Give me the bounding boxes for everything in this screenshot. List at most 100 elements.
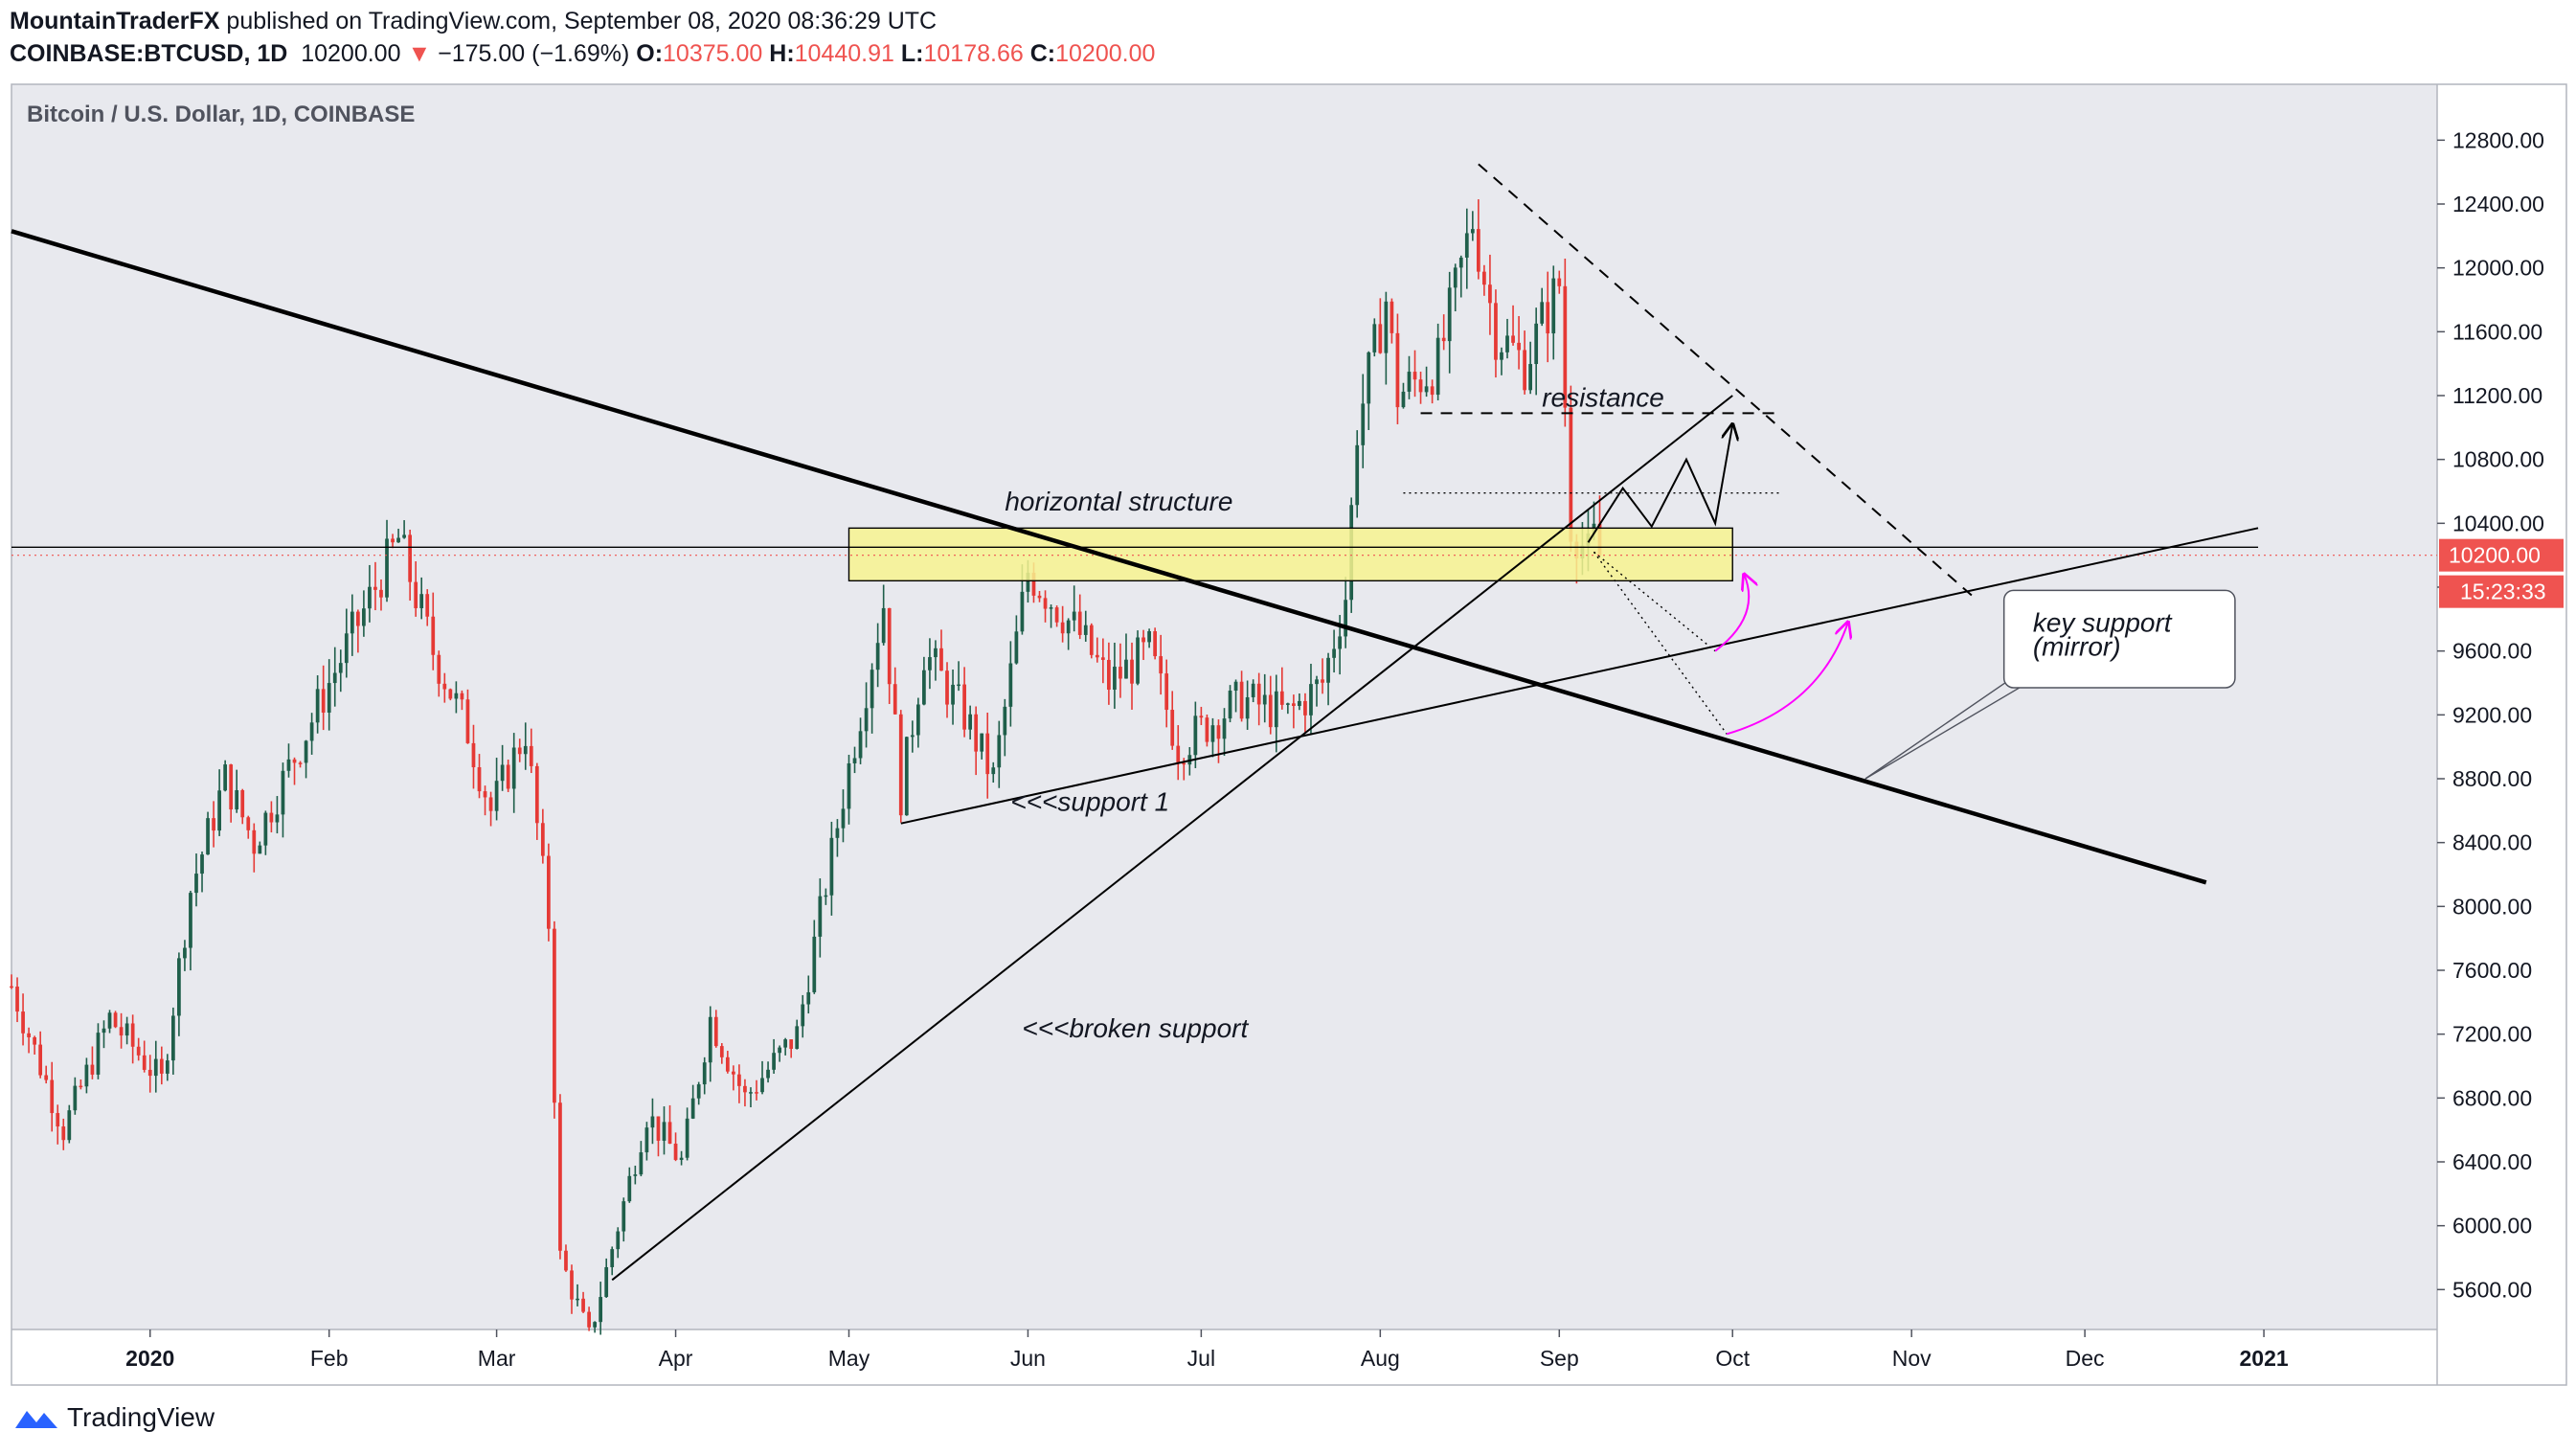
candle-body xyxy=(1441,337,1446,342)
candle-body xyxy=(1141,637,1145,643)
candle-body xyxy=(795,1026,800,1050)
candle-body xyxy=(558,1102,562,1251)
candle-body xyxy=(627,1175,632,1202)
candle-body xyxy=(96,1033,101,1075)
candle-body xyxy=(1378,324,1383,353)
candle-body xyxy=(1546,302,1550,334)
candle-body xyxy=(183,947,187,959)
candle-body xyxy=(610,1249,615,1267)
time-tick-label: Nov xyxy=(1892,1346,1932,1371)
time-tick-label: Sep xyxy=(1540,1346,1579,1371)
time-tick-label: Dec xyxy=(2066,1346,2105,1371)
candle-body xyxy=(119,1027,124,1036)
candle-body xyxy=(945,670,949,705)
candle-body xyxy=(824,895,828,897)
candle-body xyxy=(1528,364,1533,391)
candle-body xyxy=(252,829,257,854)
candle-body xyxy=(725,1056,730,1072)
candle-body xyxy=(483,791,487,798)
candle-body xyxy=(915,704,920,736)
candle-body xyxy=(1182,762,1186,765)
candle-body xyxy=(1199,716,1204,718)
descending-resistance-line xyxy=(1478,163,1977,600)
candle-body xyxy=(875,643,880,670)
candle-body xyxy=(1476,229,1480,272)
close-label: C: xyxy=(1029,40,1056,67)
resistance-label: resistance xyxy=(1542,383,1664,413)
candle-body xyxy=(1279,691,1284,705)
candle-body xyxy=(391,538,395,543)
candle-body xyxy=(165,1060,169,1074)
candle-body xyxy=(50,1079,55,1114)
broken-support-label: <<<broken support xyxy=(1022,1013,1249,1043)
candle-body xyxy=(662,1122,667,1141)
price-tick-label: 8000.00 xyxy=(2452,894,2532,919)
candle-body xyxy=(217,790,221,831)
candle-body xyxy=(385,538,389,598)
candle-body xyxy=(766,1069,770,1079)
annotations: horizontal structure resistance <<<support… xyxy=(1005,383,2236,1043)
candle-body xyxy=(974,714,979,752)
candle-body xyxy=(448,689,453,699)
candle-body xyxy=(1372,324,1377,352)
projection-zigzag-arrow xyxy=(1587,424,1732,543)
candle-body xyxy=(1233,681,1238,692)
candle-body xyxy=(275,814,280,823)
price-tick-label: 9200.00 xyxy=(2452,702,2532,727)
publisher-line: MountainTraderFX published on TradingVie… xyxy=(10,8,937,35)
price-tick-label: 6800.00 xyxy=(2452,1085,2532,1110)
candle-body xyxy=(189,893,192,948)
time-tick-label: Mar xyxy=(478,1346,516,1371)
candle-body xyxy=(425,594,430,617)
candle-body xyxy=(789,1039,794,1050)
candle-body xyxy=(1043,598,1048,609)
price-tick-label: 7200.00 xyxy=(2452,1022,2532,1047)
candle-body xyxy=(887,607,892,685)
candle-body xyxy=(1338,636,1342,649)
candle-body xyxy=(1113,667,1117,691)
candle-body xyxy=(1066,620,1071,634)
time-tick-label: Jun xyxy=(1010,1346,1046,1371)
candle-body xyxy=(1309,684,1313,716)
candle-body xyxy=(679,1157,684,1160)
candle-body xyxy=(223,764,228,791)
candle-body xyxy=(142,1055,147,1070)
candle-body xyxy=(829,837,834,896)
candle-body xyxy=(61,1126,66,1141)
candle-body xyxy=(708,1016,712,1063)
candle-body xyxy=(246,817,251,830)
candle-body xyxy=(910,735,915,738)
candle-body xyxy=(667,1122,672,1144)
symbol-label: COINBASE:BTCUSD, 1D xyxy=(10,40,288,67)
published-text: published on TradingView.com, September … xyxy=(226,8,938,34)
candle-body xyxy=(1014,631,1019,664)
open-value: 10375.00 xyxy=(663,40,763,67)
candle-body xyxy=(639,1152,644,1175)
price-tick-label: 9600.00 xyxy=(2452,639,2532,664)
down-triangle-icon: ▼ xyxy=(407,40,432,67)
candle-body xyxy=(15,987,19,1012)
rebound-arrow-2 xyxy=(1726,623,1848,736)
candle-body xyxy=(696,1084,701,1099)
candle-body xyxy=(702,1062,707,1085)
candle-body xyxy=(124,1023,129,1036)
candle-body xyxy=(755,1092,758,1094)
time-tick-label: May xyxy=(828,1346,870,1371)
plot-area[interactable] xyxy=(11,84,2437,1329)
broken-support-line xyxy=(611,395,1733,1282)
price-tick-label: 11600.00 xyxy=(2452,319,2542,344)
candle-body xyxy=(633,1174,638,1176)
candle-body xyxy=(898,714,903,816)
candle-body xyxy=(1193,716,1198,756)
candle-body xyxy=(1262,694,1267,705)
candle-body xyxy=(570,1270,574,1300)
candle-body xyxy=(690,1098,695,1119)
tradingview-logo[interactable]: TradingView xyxy=(13,1402,215,1433)
price-tick-label: 5600.00 xyxy=(2452,1277,2532,1302)
candle-body xyxy=(442,683,447,690)
time-axis-ticks: 2020 Feb Mar Apr May Jun Jul Aug Sep Oct Nov Dec 202… xyxy=(125,1329,2289,1371)
candle-body xyxy=(749,1092,753,1094)
candle-body xyxy=(130,1023,135,1047)
candle-body xyxy=(286,759,291,771)
